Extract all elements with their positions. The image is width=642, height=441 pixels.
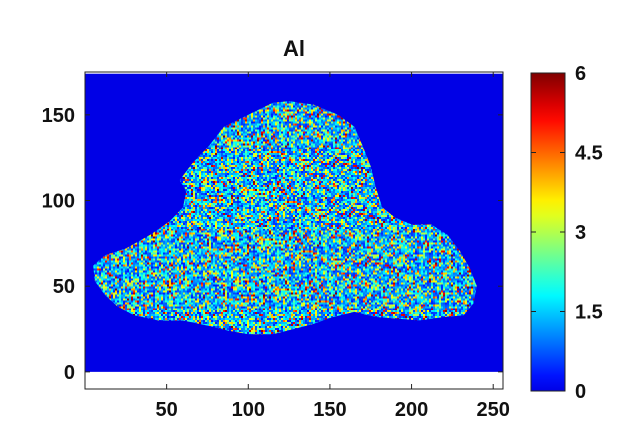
x-axis: 50 100 150 200 250	[156, 72, 510, 421]
colorbar-tick-label: 3	[575, 222, 586, 244]
x-tick-label: 250	[477, 399, 510, 421]
x-tick-label: 50	[156, 399, 178, 421]
x-tick-label: 200	[395, 399, 428, 421]
x-tick-label: 100	[232, 399, 265, 421]
axes-frame	[84, 71, 504, 390]
colorbar-gradient	[530, 72, 566, 392]
y-tick-label: 100	[42, 191, 75, 213]
colorbar-tick-label: 1.5	[575, 302, 603, 324]
chart-title: Al	[283, 36, 305, 61]
colorbar-tick-label: 6	[575, 63, 586, 85]
y-tick-label: 0	[64, 362, 75, 384]
y-tick-label: 50	[53, 276, 75, 298]
y-axis: 0 50 100 150	[42, 105, 503, 384]
plot-area	[84, 71, 504, 390]
x-tick-label: 150	[313, 399, 346, 421]
colorbar: 0 1.5 3 4.5 6	[530, 63, 603, 403]
colorbar-tick-label: 0	[575, 381, 586, 403]
y-tick-label: 150	[42, 105, 75, 127]
colorbar-tick-label: 4.5	[575, 143, 603, 165]
